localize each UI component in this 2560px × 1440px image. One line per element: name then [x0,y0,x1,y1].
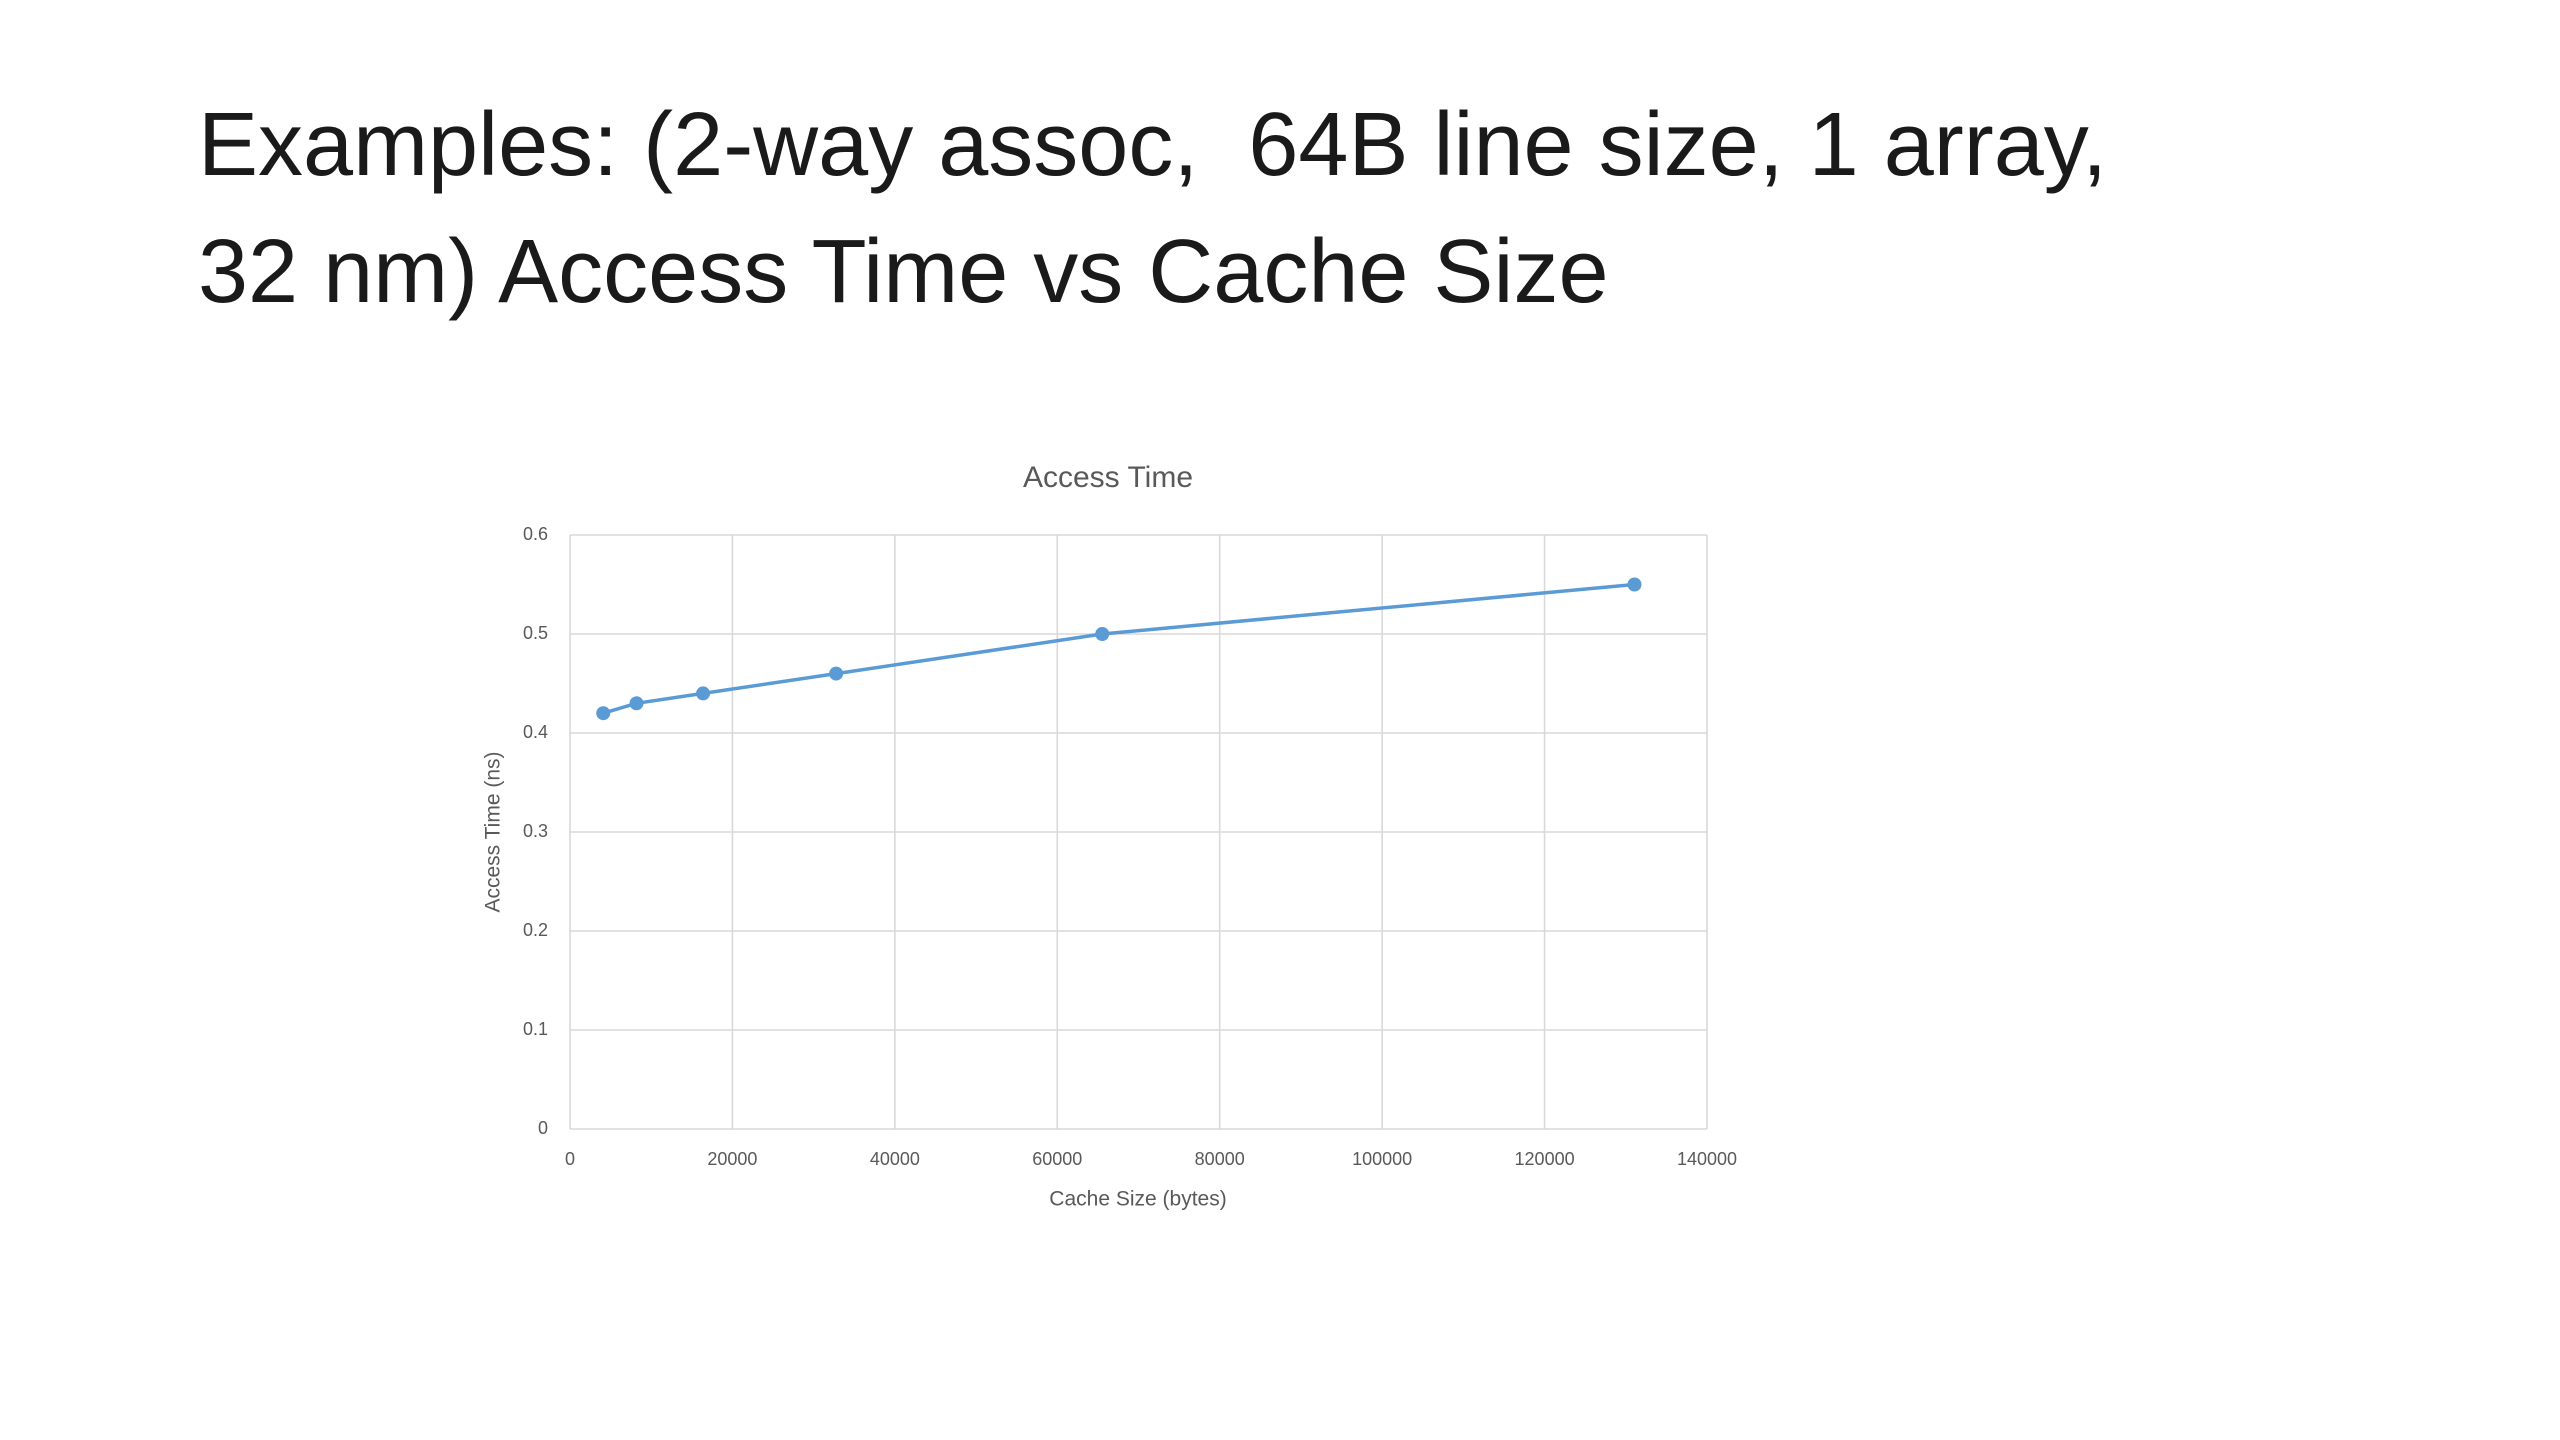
data-point [1627,577,1642,592]
y-tick-label: 0.1 [523,1019,548,1039]
y-tick-label: 0.4 [523,722,548,742]
x-tick-label: 60000 [1032,1149,1082,1169]
x-tick-label: 0 [565,1149,575,1169]
x-tick-label: 100000 [1352,1149,1412,1169]
title-line: Examples: (2-way assoc, 64B line size, 1… [198,95,2108,195]
data-point [696,686,711,701]
data-point [829,666,844,681]
x-tick-label: 120000 [1515,1149,1575,1169]
y-tick-label: 0 [538,1118,548,1138]
y-axis-title: Access Time (ns) [482,751,505,912]
x-axis-title: Cache Size (bytes) [1049,1188,1226,1211]
x-tick-label: 40000 [870,1149,920,1169]
x-tick-label: 80000 [1195,1149,1245,1169]
slide-title: Examples: (2-way assoc, 64B line size, 1… [198,82,2498,336]
data-point [1095,627,1110,641]
data-line [602,582,1635,715]
y-tick-label: 0.6 [523,524,548,544]
y-tick-label: 0.2 [523,920,548,940]
data-point [629,696,644,711]
chart-title: Access Time [1023,461,1193,494]
y-tick-label: 0.5 [523,623,548,643]
x-tick-label: 140000 [1677,1149,1737,1169]
x-tick-label: 20000 [707,1149,757,1169]
title-line: 32 nm) Access Time vs Cache Size [198,222,1609,322]
y-tick-label: 0.3 [523,821,548,841]
data-point [596,706,611,721]
